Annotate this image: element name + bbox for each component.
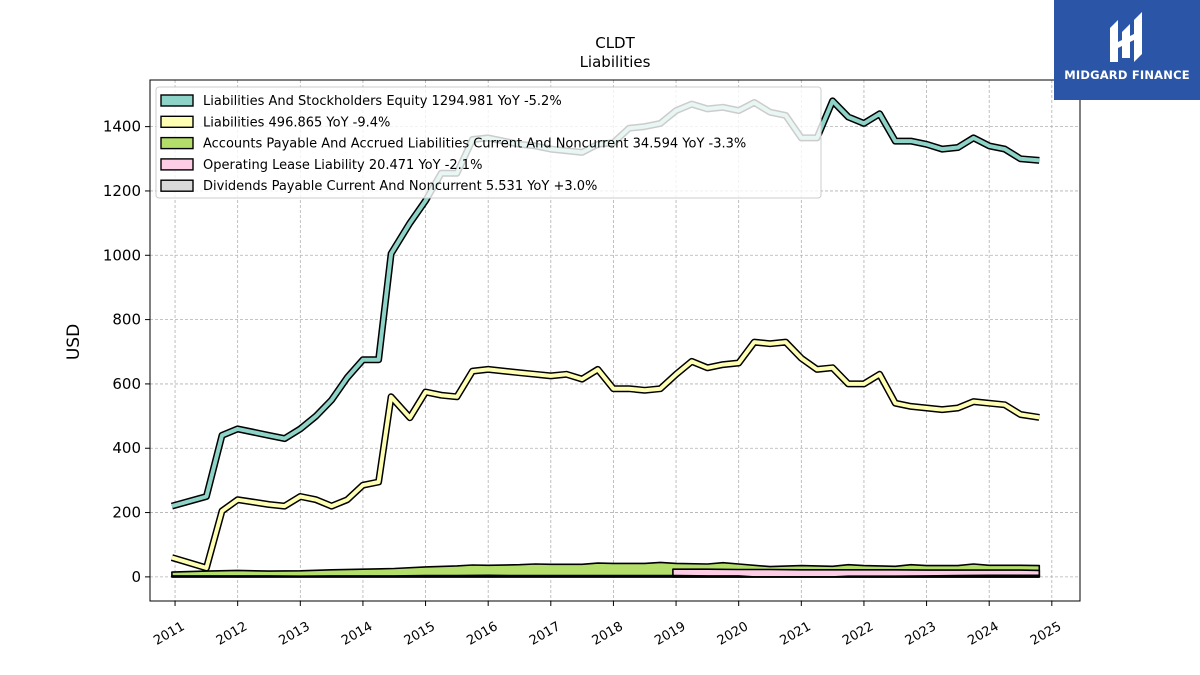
x-tick-label: 2017 (527, 619, 563, 649)
legend-box (155, 86, 822, 199)
x-tick-label: 2018 (590, 619, 626, 649)
chart-title: CLDT (595, 34, 635, 52)
x-tick-label: 2025 (1028, 619, 1064, 649)
x-tick-label: 2012 (214, 619, 250, 649)
y-tick-label: 1000 (103, 246, 141, 264)
x-tick-label: 2015 (402, 619, 438, 649)
series-layer (170, 97, 1041, 578)
legend-label: Liabilities 496.865 YoY -9.4% (203, 115, 390, 130)
x-axis: 2011 2012 2013 2014 2015 2016 2017 2018 2019 2020… (151, 601, 1064, 649)
legend-label: Operating Lease Liability 20.471 YoY -2.… (203, 158, 482, 173)
x-tick-label: 2021 (777, 619, 813, 649)
legend-swatch (160, 158, 194, 171)
y-tick-label: 800 (112, 311, 141, 329)
legend-label: Liabilities And Stockholders Equity 1294… (203, 94, 562, 109)
x-tick-label: 2022 (840, 619, 876, 649)
legend-swatch (160, 115, 194, 129)
chart-legend: Liabilities And Stockholders Equity 1294… (155, 86, 822, 199)
plot-frame (149, 79, 1081, 602)
x-tick-label: 2011 (151, 619, 187, 649)
series-area-4 (171, 574, 1041, 578)
legend-label: Accounts Payable And Accrued Liabilities… (203, 137, 746, 152)
x-tick-label: 2013 (276, 619, 312, 649)
legend-swatch (160, 94, 194, 107)
y-axis-label: USD (64, 324, 84, 360)
x-tick-label: 2024 (965, 619, 1001, 649)
x-tick-label: 2023 (903, 619, 939, 649)
x-tick-label: 2020 (715, 619, 751, 649)
y-tick-label: 1400 (103, 118, 141, 136)
series-line-1 (171, 340, 1040, 570)
y-tick-label: 600 (112, 375, 141, 393)
x-tick-label: 2016 (464, 619, 500, 649)
chart-subtitle: Liabilities (580, 53, 651, 71)
y-tick-label: 1200 (103, 182, 141, 200)
brand-mark-icon (1110, 12, 1142, 62)
y-tick-label: 200 (112, 504, 141, 522)
brand-name: MIDGARD FINANCE (1064, 68, 1190, 82)
y-tick-label: 0 (131, 568, 141, 586)
x-tick-label: 2019 (652, 619, 688, 649)
y-tick-label: 400 (112, 439, 141, 457)
legend-swatch (160, 136, 194, 150)
y-axis: 0 200 400 600 800 1000 1200 1400 (103, 118, 150, 586)
x-tick-label: 2014 (339, 619, 375, 649)
legend-label: Dividends Payable Current And Noncurrent… (203, 179, 597, 194)
legend-swatch (160, 179, 194, 192)
brand-logo: MIDGARD FINANCE (1054, 0, 1200, 100)
